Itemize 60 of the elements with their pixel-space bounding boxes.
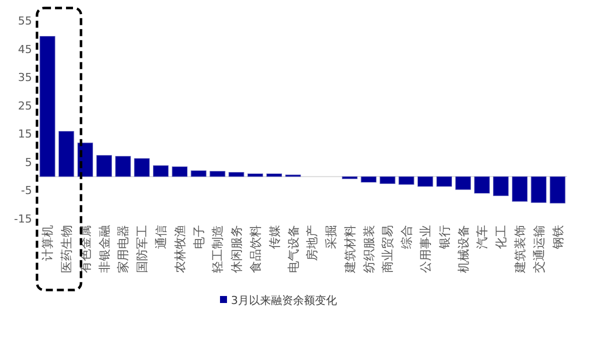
x-tick-label: 通信: [154, 225, 168, 249]
bar: [342, 176, 358, 180]
y-tick-label: 55: [18, 14, 32, 28]
x-tick-label: 电气设备: [286, 225, 300, 273]
bar: [398, 176, 414, 185]
x-tick-label: 非银金融: [97, 225, 112, 273]
y-tick-label: -15: [14, 212, 32, 226]
x-tick-label: 公用事业: [418, 225, 433, 273]
x-tick-label: 采掘: [324, 225, 338, 249]
x-tick-label: 计算机: [40, 225, 55, 261]
y-tick-label: 45: [18, 42, 32, 56]
x-tick-label: 综合: [400, 225, 414, 249]
bar: [96, 155, 112, 177]
bar: [530, 176, 546, 203]
x-tick-label: 房地产: [305, 225, 320, 261]
bar: [40, 36, 56, 177]
bar: [172, 166, 188, 177]
x-tick-label: 医药生物: [60, 225, 74, 273]
bar: [115, 156, 131, 177]
bar: [455, 176, 471, 190]
x-tick-label: 建筑装饰: [512, 225, 527, 274]
x-tick-label: 轻工制造: [210, 225, 225, 273]
bar: [134, 158, 150, 177]
x-tick-label: 汽车: [475, 225, 490, 249]
x-tick-label: 传媒: [267, 225, 282, 249]
bar: [493, 176, 509, 196]
bar: [152, 165, 169, 177]
bar: [512, 176, 528, 202]
bar: [417, 176, 434, 187]
y-tick-label: 35: [18, 71, 32, 84]
bar: [360, 176, 376, 182]
legend-label: 3月以来融资余额变化: [231, 294, 337, 307]
bar: [247, 173, 264, 177]
x-tick-label: 商业贸易: [380, 225, 395, 273]
x-tick-label: 钢铁: [550, 225, 565, 250]
bar: [58, 131, 74, 177]
x-tick-label: 家用电器: [116, 225, 130, 273]
y-tick-label: 25: [18, 99, 32, 112]
x-tick-label: 休闲服务: [230, 225, 244, 273]
bar: [474, 176, 490, 194]
bar: [266, 173, 282, 177]
bar: [210, 170, 226, 177]
y-tick-label: -5: [21, 184, 32, 198]
x-tick-label: 纺织服装: [362, 225, 376, 273]
x-tick-label: 建筑材料: [342, 225, 357, 274]
x-tick-label: 化工: [494, 225, 508, 249]
x-tick-label: 农林牧渔: [172, 225, 187, 273]
x-tick-label: 银行: [437, 225, 452, 250]
x-tick-label: 国防军工: [135, 225, 150, 273]
bar: [190, 170, 206, 177]
bar: [550, 176, 566, 204]
bar: [436, 176, 452, 187]
x-tick-label: 交通运输: [532, 225, 546, 273]
y-tick-label: 5: [25, 156, 32, 169]
x-tick-label: 电子: [192, 225, 206, 249]
x-tick-label: 食品饮料: [248, 225, 262, 273]
y-tick-label: 15: [18, 128, 32, 141]
bar: [380, 176, 396, 184]
bar: [228, 172, 244, 177]
x-tick-label: 机械设备: [456, 225, 470, 273]
